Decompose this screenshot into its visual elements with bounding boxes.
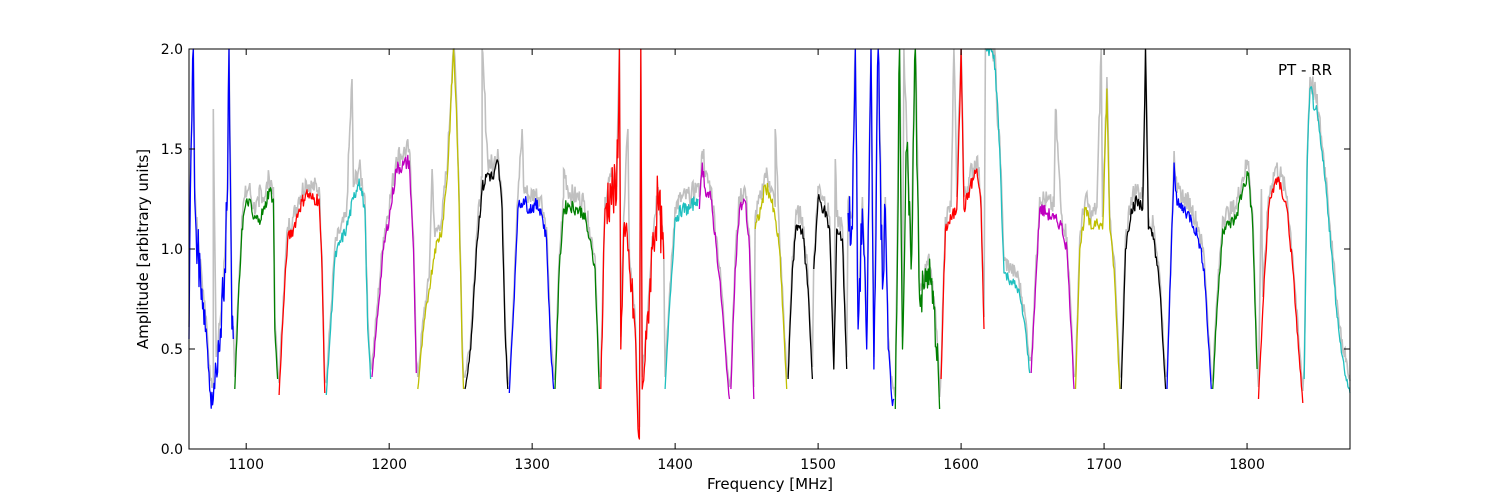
x-tick-label: 1400	[657, 457, 693, 473]
x-tick-label: 1500	[800, 457, 836, 473]
x-tick-label: 1300	[514, 457, 550, 473]
band-line-26	[1257, 176, 1304, 404]
band-line-1	[188, 48, 234, 409]
band-line-13	[730, 198, 755, 400]
band-line-5	[371, 154, 417, 378]
band-line-12	[698, 162, 731, 400]
band-line-25	[1212, 170, 1258, 390]
band-line-11	[664, 196, 699, 390]
gray-background-trace	[188, 48, 1351, 428]
band-line-14	[754, 182, 788, 390]
y-tick-label: 0.5	[161, 342, 183, 358]
band-line-8	[508, 195, 555, 394]
x-tick-label: 1800	[1229, 457, 1265, 473]
band-line-21	[1030, 204, 1075, 390]
y-tick-label: 2.0	[161, 42, 183, 58]
band-line-18	[894, 48, 941, 410]
band-line-23	[1120, 48, 1167, 390]
y-tick-label: 0.0	[161, 442, 183, 458]
band-line-15	[787, 224, 814, 380]
band-line-6	[417, 48, 465, 390]
y-axis-ticks: 0.0 0.5 1.0 1.5 2.0	[161, 42, 1350, 458]
band-line-4	[325, 178, 372, 396]
plot-frame	[188, 48, 1351, 450]
band-line-10	[600, 48, 665, 440]
x-axis-ticks: 1100 1200 1300 1400 1500 1600 1700 1800	[228, 49, 1265, 473]
band-line-9	[554, 200, 601, 390]
band-line-3	[278, 189, 326, 396]
y-tick-label: 1.5	[161, 142, 183, 158]
band-line-17	[847, 48, 895, 407]
y-tick-label: 1.0	[161, 242, 183, 258]
colored-band-series	[188, 48, 1351, 440]
x-axis-label: Frequency [MHz]	[707, 475, 833, 493]
background-trace-line	[188, 48, 1351, 428]
chart-annotation: PT - RR	[1278, 61, 1332, 79]
band-line-19	[940, 48, 985, 380]
band-line-16	[813, 193, 848, 370]
band-line-2	[234, 187, 279, 390]
y-axis-label: Amplitude [arbitrary units]	[134, 149, 152, 349]
x-tick-label: 1100	[228, 457, 264, 473]
x-tick-label: 1200	[371, 457, 407, 473]
band-line-27	[1303, 86, 1351, 394]
x-tick-label: 1600	[943, 457, 979, 473]
band-line-7	[464, 159, 509, 390]
x-tick-label: 1700	[1086, 457, 1122, 473]
band-line-22	[1074, 88, 1121, 390]
band-line-24	[1166, 162, 1212, 390]
band-line-20	[985, 48, 1031, 374]
